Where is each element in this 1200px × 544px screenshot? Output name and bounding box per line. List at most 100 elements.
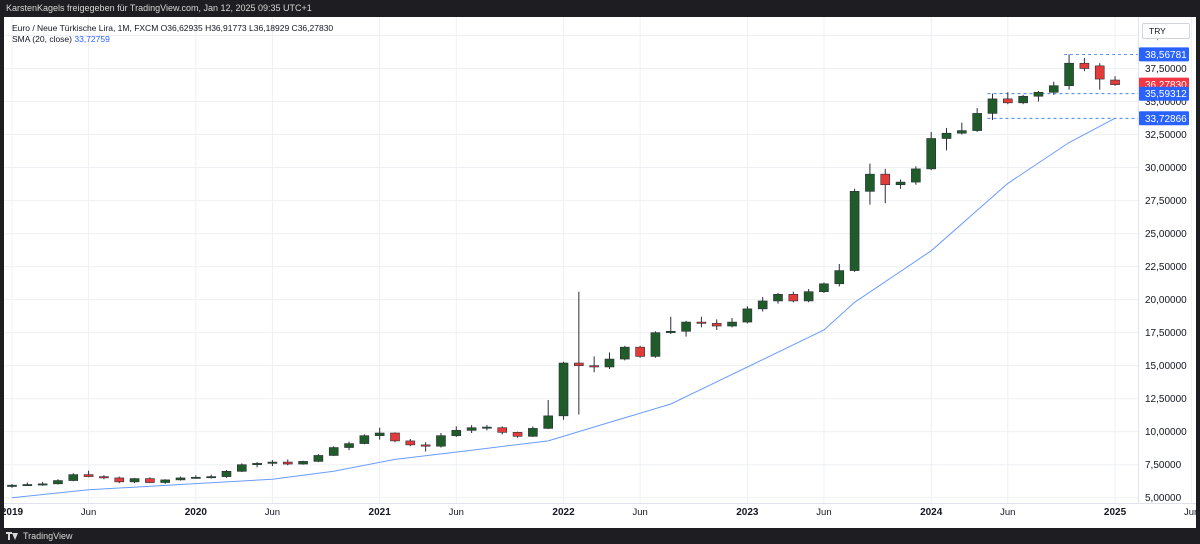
chart-panel[interactable]: 5,00000 7,50000 10,00000 12,50000 15,00000 17… [4, 17, 1196, 528]
chart-canvas[interactable]: 5,00000 7,50000 10,00000 12,50000 15,00000 17… [4, 17, 1196, 528]
candle-body [834, 270, 845, 285]
y-tick-label: 17,50000 [1145, 328, 1187, 339]
candle-body [344, 443, 354, 448]
candle-body [99, 476, 109, 479]
price-label: 38,56781 [1145, 50, 1187, 61]
candle-body [1064, 62, 1074, 86]
candle-body [482, 426, 492, 429]
candle-body [819, 283, 829, 292]
candle-body [1110, 79, 1120, 85]
y-tick-label: 37,50000 [1145, 64, 1187, 75]
candle-body [803, 291, 814, 302]
y-tick-label: 20,00000 [1145, 295, 1187, 306]
candle-body [436, 435, 446, 447]
y-tick-label: 10,00000 [1145, 427, 1187, 438]
candle-body [987, 98, 998, 114]
price-label-box [1139, 86, 1189, 101]
candle-body [390, 432, 400, 442]
x-tick-label: 2025 [1104, 507, 1127, 518]
x-tick-label: Jun [1184, 507, 1196, 518]
x-tick-label: 2022 [552, 507, 575, 518]
candle-body [405, 440, 416, 446]
sma-value: 33,72759 [74, 34, 110, 44]
candle-body [68, 474, 79, 481]
candle-body [37, 483, 48, 486]
candle-body [7, 484, 17, 487]
x-tick-label: 2020 [185, 507, 208, 518]
candle-body [374, 432, 385, 436]
candle-body [957, 130, 967, 134]
price-label: 33,72866 [1145, 114, 1187, 125]
candle-body [589, 365, 599, 368]
candle-body [972, 113, 982, 131]
candle-body [206, 476, 216, 479]
candle-body [1079, 62, 1090, 69]
candle-body [1018, 95, 1028, 104]
symbol-header: Euro / Neue Türkische Lira, 1M, FXCM O36… [12, 23, 334, 33]
x-tick-label: 2024 [920, 507, 943, 518]
candle-body [1048, 85, 1059, 93]
sma-line [11, 117, 1116, 499]
time-axis-divider [4, 503, 1196, 504]
candle-body [252, 463, 262, 466]
candle-body [788, 294, 799, 302]
candle-body [528, 428, 538, 437]
candle-body [114, 477, 125, 483]
candle-body [237, 464, 247, 472]
candle-body [665, 331, 676, 333]
tradingview-brand: TradingView [23, 531, 73, 541]
candle-body [926, 138, 937, 170]
candle-body [604, 358, 615, 368]
candle-body [83, 474, 94, 477]
candle-body [635, 346, 645, 357]
candle-body [650, 332, 661, 357]
candle-body [895, 181, 906, 186]
candle-body [313, 455, 324, 462]
y-tick-label: 30,00000 [1145, 163, 1187, 174]
footer-bar: TradingView [0, 528, 1200, 544]
y-tick-label: 5,00000 [1145, 493, 1182, 504]
tradingview-logo[interactable]: TradingView [6, 531, 73, 541]
currency-selector[interactable]: TRY [1142, 23, 1190, 39]
candle-body [696, 321, 707, 324]
candle-body [145, 478, 155, 483]
candle-body [497, 427, 508, 433]
candle-body [941, 132, 952, 139]
candle-body [451, 430, 462, 436]
candle-body [221, 471, 232, 477]
y-tick-label: 32,50000 [1145, 130, 1187, 141]
y-tick-label: 12,50000 [1145, 394, 1187, 405]
candle-body [727, 321, 737, 327]
candle-body [328, 447, 339, 456]
candle-body [1094, 65, 1105, 80]
candle-body [711, 323, 722, 327]
candle-body [681, 321, 691, 332]
candle-body [359, 435, 370, 444]
candle-body [282, 461, 293, 465]
candle-body [298, 461, 308, 465]
candle-body [757, 300, 768, 310]
x-tick-label: Jun [1000, 507, 1015, 518]
y-tick-label: 27,50000 [1145, 196, 1187, 207]
candle-body [558, 362, 569, 417]
price-label: 35,59312 [1145, 89, 1187, 100]
x-tick-label: Jun [816, 507, 831, 518]
candle-body [175, 477, 186, 481]
x-tick-label: 2021 [369, 507, 392, 518]
candle-body [742, 308, 753, 323]
candle-body [191, 476, 201, 479]
candle-body [267, 461, 278, 464]
sma-label: SMA (20, close) [12, 34, 72, 44]
y-tick-label: 15,00000 [1145, 361, 1187, 372]
candle-body [849, 191, 860, 271]
x-tick-label: Jun [449, 507, 464, 518]
candle-body [129, 478, 140, 483]
candle-body [880, 173, 891, 186]
indicator-header[interactable]: SMA (20, close) 33,72759 [12, 34, 110, 44]
candle-body [160, 479, 170, 483]
candle-body [773, 294, 783, 302]
candle-body [1002, 98, 1013, 104]
y-tick-label: 25,00000 [1145, 229, 1187, 240]
y-tick-label: 7,50000 [1145, 460, 1182, 471]
candle-body [512, 432, 523, 437]
